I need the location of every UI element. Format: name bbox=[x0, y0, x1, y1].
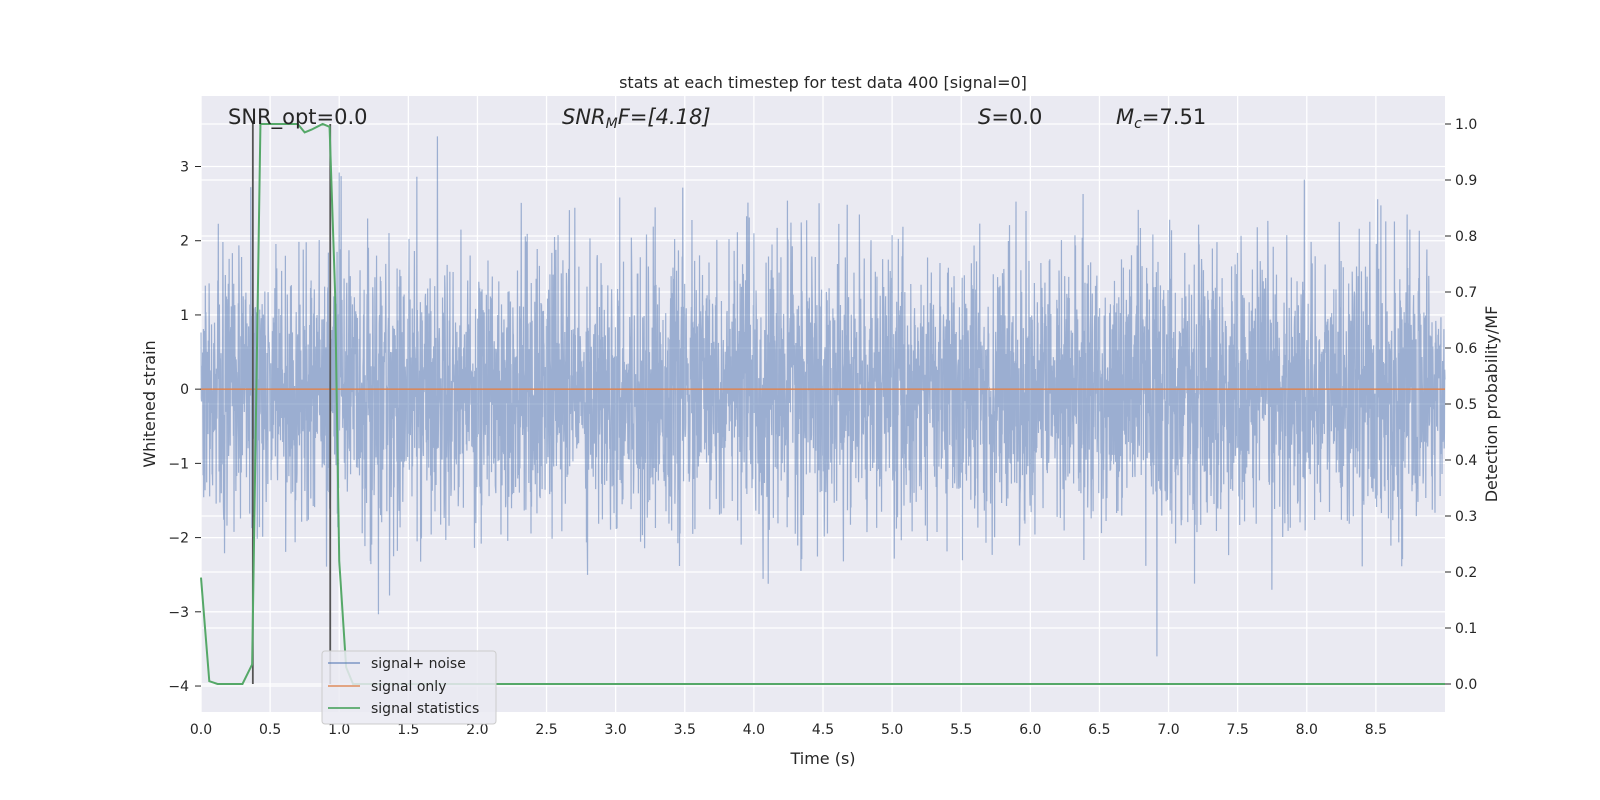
legend-label-signal-statistics: signal statistics bbox=[371, 701, 479, 717]
right-y-tick-label: 0.1 bbox=[1455, 621, 1477, 637]
right-y-axis-label: Detection probability/MF bbox=[1482, 306, 1501, 503]
signal-noise-series bbox=[200, 136, 1446, 657]
left-y-tick-label: 1 bbox=[180, 308, 189, 324]
right-y-tick-label: 1.0 bbox=[1455, 117, 1477, 133]
signal-statistics-series bbox=[200, 122, 1445, 685]
annotation-snr-mf: SNRMF=[4.18] bbox=[562, 105, 711, 132]
left-y-axis-label: Whitened strain bbox=[140, 340, 159, 467]
x-tick-label: 4.5 bbox=[812, 722, 834, 738]
annotation-snr-opt: SNR_opt=0.0 bbox=[228, 105, 368, 130]
right-y-axis-ticks: 0.0 0.1 0.2 0.3 0.4 0.5 0.6 0.7 0.8 0.9 1.0 bbox=[1445, 117, 1477, 693]
right-y-tick-label: 0.6 bbox=[1455, 341, 1477, 357]
annotation-s-main: S bbox=[978, 105, 991, 129]
x-tick-label: 1.5 bbox=[397, 722, 419, 738]
left-y-axis-ticks: −4 −3 −2 −1 0 1 2 3 bbox=[168, 160, 201, 695]
right-y-tick-label: 0.7 bbox=[1455, 285, 1477, 301]
annotation-mc: Mc=7.51 bbox=[1116, 105, 1206, 132]
x-tick-label: 6.5 bbox=[1088, 722, 1110, 738]
x-tick-label: 7.5 bbox=[1227, 722, 1249, 738]
x-tick-label: 3.0 bbox=[605, 722, 627, 738]
x-tick-label: 4.0 bbox=[743, 722, 765, 738]
right-y-tick-label: 0.0 bbox=[1455, 677, 1477, 693]
chart-title: stats at each timestep for test data 400… bbox=[619, 73, 1027, 92]
x-tick-label: 8.5 bbox=[1365, 722, 1387, 738]
left-y-tick-label: 3 bbox=[180, 160, 189, 176]
x-tick-label: 1.0 bbox=[328, 722, 350, 738]
left-y-tick-label: −1 bbox=[168, 456, 189, 472]
annotation-snr-mf-sub: M bbox=[606, 116, 618, 132]
annotation-snr-mf-rest: F=[4.18] bbox=[618, 105, 711, 129]
x-tick-label: 8.0 bbox=[1296, 722, 1318, 738]
signal-noise-line bbox=[200, 136, 1446, 657]
x-tick-label: 0.0 bbox=[190, 722, 212, 738]
annotation-s-rest: =0.0 bbox=[991, 105, 1042, 129]
right-y-tick-label: 0.3 bbox=[1455, 509, 1477, 525]
left-y-tick-label: −2 bbox=[168, 531, 189, 547]
x-axis-ticks: 0.0 0.5 1.0 1.5 2.0 2.5 3.0 3.5 4.0 4.5 5.0 5.5 6.0 6… bbox=[190, 722, 1387, 738]
left-y-tick-label: −4 bbox=[168, 679, 189, 695]
right-y-tick-label: 0.2 bbox=[1455, 565, 1477, 581]
annotation-mc-sub: c bbox=[1134, 116, 1142, 132]
x-tick-label: 5.5 bbox=[950, 722, 972, 738]
left-y-tick-label: 2 bbox=[180, 234, 189, 250]
legend-label-signal-noise: signal+ noise bbox=[371, 656, 466, 672]
legend-box bbox=[321, 650, 497, 725]
legend: signal+ noise signal only signal statist… bbox=[321, 650, 497, 725]
right-y-tick-label: 0.5 bbox=[1455, 397, 1477, 413]
left-y-tick-label: 0 bbox=[180, 382, 189, 398]
left-y-tick-label: −3 bbox=[168, 605, 189, 621]
annotation-mc-main: M bbox=[1116, 105, 1134, 129]
x-axis-label: Time (s) bbox=[789, 749, 855, 768]
right-y-tick-label: 0.8 bbox=[1455, 229, 1477, 245]
x-tick-label: 3.5 bbox=[674, 722, 696, 738]
legend-label-signal-only: signal only bbox=[371, 679, 446, 695]
right-y-tick-label: 0.9 bbox=[1455, 173, 1477, 189]
x-tick-label: 2.0 bbox=[466, 722, 488, 738]
signal-statistics-line bbox=[200, 122, 1445, 685]
x-tick-label: 5.0 bbox=[881, 722, 903, 738]
x-tick-label: 6.0 bbox=[1019, 722, 1041, 738]
x-tick-label: 0.5 bbox=[259, 722, 281, 738]
right-y-tick-label: 0.4 bbox=[1455, 453, 1477, 469]
annotation-snr-mf-main: SNR bbox=[562, 105, 606, 129]
x-tick-label: 2.5 bbox=[535, 722, 557, 738]
annotation-mc-rest: =7.51 bbox=[1142, 105, 1206, 129]
x-tick-label: 7.0 bbox=[1157, 722, 1179, 738]
annotation-s: S=0.0 bbox=[978, 105, 1042, 129]
